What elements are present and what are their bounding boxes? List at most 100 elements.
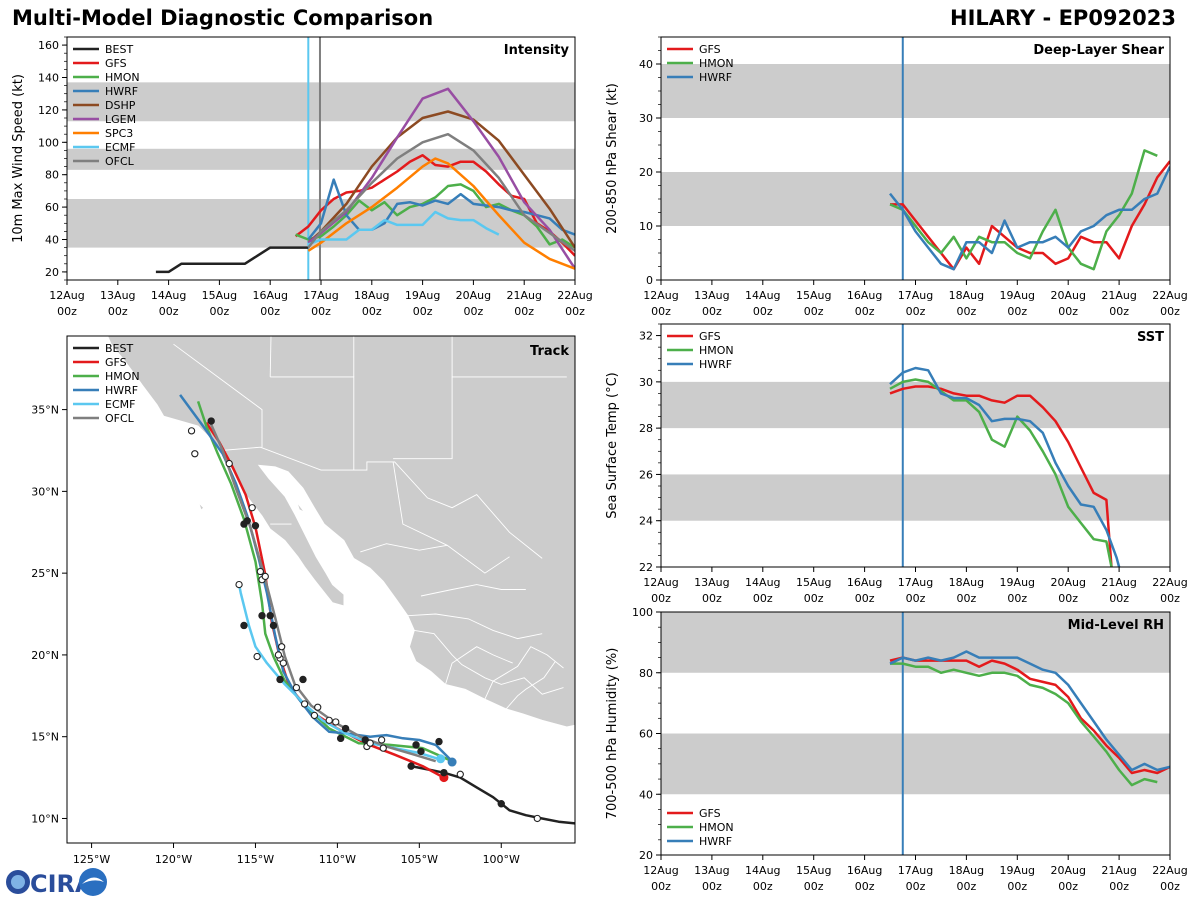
intensity-ylabel: 10m Max Wind Speed (kt) bbox=[11, 74, 26, 243]
rh-xtick-label-day: 19Aug bbox=[1000, 864, 1035, 877]
sst-xtick-label-hour: 00z bbox=[1007, 592, 1027, 605]
shear-xtick-label-day: 20Aug bbox=[1050, 289, 1085, 302]
intensity-xtick-label-hour: 00z bbox=[159, 305, 179, 318]
left-title: Multi-Model Diagnostic Comparison bbox=[12, 6, 434, 30]
track-xtick-label: 115°W bbox=[237, 853, 274, 866]
sst-xtick-label-day: 15Aug bbox=[796, 576, 831, 589]
intensity-legend-label-spc3: SPC3 bbox=[105, 127, 133, 140]
rh-xtick-label-hour: 00z bbox=[702, 880, 722, 893]
intensity-legend-label-gfs: GFS bbox=[105, 57, 127, 70]
shear-ytick-label: 30 bbox=[639, 112, 653, 125]
track-marker-open bbox=[187, 427, 196, 435]
shear-xtick-label-day: 21Aug bbox=[1101, 289, 1136, 302]
track-marker-open bbox=[278, 643, 286, 651]
intensity-xtick-label-day: 16Aug bbox=[252, 289, 287, 302]
track-legend-label-ofcl: OFCL bbox=[105, 412, 135, 425]
intensity-title: Intensity bbox=[504, 43, 570, 58]
intensity-xtick-label-day: 17Aug bbox=[303, 289, 338, 302]
track-marker-open bbox=[292, 683, 301, 692]
track-marker-open bbox=[533, 814, 541, 823]
rh-xtick-label-day: 12Aug bbox=[643, 864, 678, 877]
track-border-line bbox=[360, 543, 448, 553]
rh-xtick-label-day: 16Aug bbox=[847, 864, 882, 877]
shear-xtick-label-hour: 00z bbox=[1160, 305, 1180, 318]
sst-xtick-label-day: 18Aug bbox=[949, 576, 984, 589]
shear-xtick-label-hour: 00z bbox=[804, 305, 824, 318]
sst-legend-label-gfs: GFS bbox=[699, 330, 721, 343]
rh-xtick-label-hour: 00z bbox=[1160, 880, 1180, 893]
intensity-legend-label-hmon: HMON bbox=[105, 71, 140, 84]
rh-legend-label-gfs: GFS bbox=[699, 807, 721, 820]
track-marker-open bbox=[191, 450, 199, 458]
sst-xtick-label-hour: 00z bbox=[804, 592, 824, 605]
track-marker-filled bbox=[240, 520, 248, 528]
intensity-series-ofcl bbox=[307, 132, 575, 252]
track-marker-open bbox=[379, 744, 387, 752]
shear-ytick-label: 40 bbox=[639, 58, 653, 71]
track-legend-label-gfs: GFS bbox=[105, 356, 127, 369]
intensity-xtick-label-day: 18Aug bbox=[354, 289, 389, 302]
shear-ylabel: 200-850 hPa Shear (kt) bbox=[605, 83, 620, 234]
intensity-ytick-label: 100 bbox=[38, 136, 59, 149]
sst-ytick-label: 26 bbox=[639, 468, 653, 481]
intensity-series-best bbox=[155, 246, 309, 274]
track-marker-open bbox=[300, 700, 309, 708]
track-marker-filled bbox=[266, 611, 274, 620]
rh-band-0 bbox=[661, 733, 1170, 795]
rh-title: Mid-Level RH bbox=[1068, 618, 1164, 633]
track-border-line bbox=[392, 461, 510, 574]
shear-xtick-label-day: 22Aug bbox=[1152, 289, 1187, 302]
track-border-line bbox=[269, 336, 272, 377]
track-marker-filled bbox=[341, 724, 350, 733]
sst-xtick-label-day: 20Aug bbox=[1050, 576, 1085, 589]
track-xtick-label: 100°W bbox=[483, 853, 520, 866]
intensity-legend-label-best: BEST bbox=[105, 43, 133, 56]
logo-circle-icon bbox=[79, 868, 107, 896]
rh-xtick-label-hour: 00z bbox=[651, 880, 671, 893]
sst-band-0 bbox=[661, 474, 1170, 521]
shear-xtick-label-day: 13Aug bbox=[694, 289, 729, 302]
shear-series-hwrf bbox=[889, 166, 1170, 271]
rh-xtick-label-hour: 00z bbox=[906, 880, 926, 893]
rh-ytick-label: 80 bbox=[639, 667, 653, 680]
track-marker-filled bbox=[435, 737, 443, 746]
track-marker-open bbox=[256, 567, 265, 576]
sst-legend-label-hwrf: HWRF bbox=[699, 358, 732, 371]
track-marker-filled bbox=[276, 675, 284, 684]
sst-xtick-label-hour: 00z bbox=[1160, 592, 1180, 605]
track-legend-label-hmon: HMON bbox=[105, 370, 140, 383]
shear-series-hmon bbox=[889, 149, 1158, 271]
rh-xtick-label-day: 20Aug bbox=[1050, 864, 1085, 877]
track-marker-filled bbox=[251, 522, 260, 530]
track-marker-filled bbox=[336, 734, 345, 743]
track-marker-open bbox=[261, 572, 269, 581]
intensity-series-dshp bbox=[307, 110, 575, 249]
rh-xtick-label-day: 14Aug bbox=[745, 864, 780, 877]
rh-xtick-label-hour: 00z bbox=[957, 880, 977, 893]
sst-ytick-label: 24 bbox=[639, 515, 653, 528]
sst-xtick-label-day: 12Aug bbox=[643, 576, 678, 589]
shear-xtick-label-hour: 00z bbox=[1058, 305, 1078, 318]
track-ytick-label: 30°N bbox=[31, 485, 59, 498]
intensity-legend-label-ofcl: OFCL bbox=[105, 155, 135, 168]
rh-series-hmon bbox=[890, 662, 1158, 787]
rh-xtick-label-day: 22Aug bbox=[1152, 864, 1187, 877]
shear-legend-label-hwrf: HWRF bbox=[699, 71, 732, 84]
track-border-line bbox=[173, 343, 263, 448]
cira-logo: CIRA bbox=[6, 868, 107, 898]
shear-band-0 bbox=[661, 172, 1170, 226]
right-title: HILARY - EP092023 bbox=[950, 6, 1176, 30]
track-end-ecmf bbox=[436, 754, 446, 764]
sst-xtick-label-hour: 00z bbox=[651, 592, 671, 605]
track-marker-filled bbox=[417, 747, 425, 756]
shear-ytick-label: 10 bbox=[639, 220, 653, 233]
shear-legend-label-hmon: HMON bbox=[699, 57, 734, 70]
shear-xtick-label-day: 15Aug bbox=[796, 289, 831, 302]
intensity-xtick-label-hour: 00z bbox=[57, 305, 77, 318]
track-title: Track bbox=[530, 344, 569, 359]
track-ytick-label: 15°N bbox=[31, 731, 59, 744]
sst-xtick-label-day: 16Aug bbox=[847, 576, 882, 589]
rh-legend-label-hwrf: HWRF bbox=[699, 835, 732, 848]
rh-xtick-label-hour: 00z bbox=[1109, 880, 1129, 893]
shear-xtick-label-hour: 00z bbox=[1007, 305, 1027, 318]
